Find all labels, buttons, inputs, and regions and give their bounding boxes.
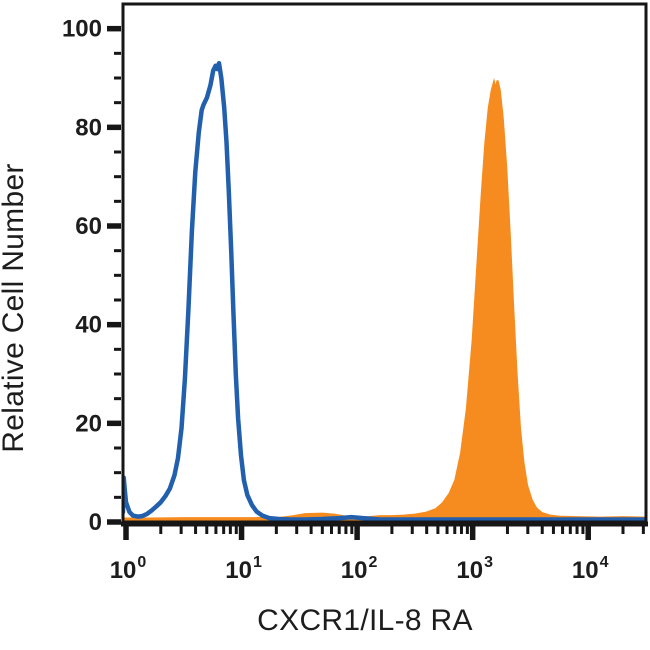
x-tick-label: 104 — [572, 554, 609, 584]
y-tick-label: 60 — [75, 213, 102, 240]
y-tick-label: 0 — [89, 509, 102, 536]
x-tick-label: 103 — [456, 554, 493, 584]
plot-frame — [121, 2, 648, 524]
y-axis-title: Relative Cell Number — [0, 163, 30, 453]
series-filled-histogram — [124, 78, 645, 522]
x-axis-title: CXCR1/IL-8 RA — [257, 604, 473, 637]
y-tick-label: 20 — [75, 410, 102, 437]
y-tick-label: 100 — [62, 16, 102, 43]
x-tick-label: 102 — [341, 554, 378, 584]
series-open-histogram — [124, 60, 645, 522]
x-tick-label: 101 — [225, 554, 262, 584]
x-tick-label: 100 — [110, 554, 147, 584]
y-tick-label: 80 — [75, 114, 102, 141]
y-tick-label: 40 — [75, 312, 102, 339]
